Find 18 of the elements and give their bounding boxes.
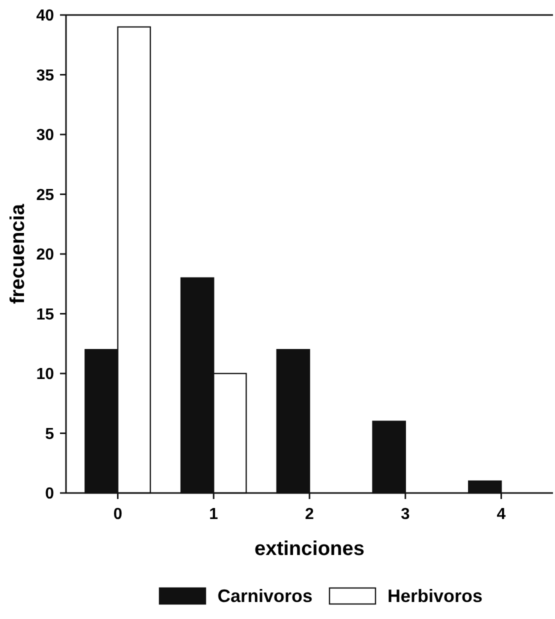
y-tick-label: 10	[36, 366, 54, 384]
y-tick-label: 25	[36, 186, 54, 204]
x-axis-title: extinciones	[254, 538, 365, 560]
x-tick-label: 2	[305, 506, 314, 523]
y-tick-label: 40	[36, 8, 54, 25]
legend-label: Carnivoros	[218, 586, 313, 606]
y-tick-label: 0	[45, 486, 54, 503]
y-axis-title: frecuencia	[7, 203, 29, 304]
y-tick-label: 15	[36, 306, 54, 324]
x-tick-label: 1	[209, 506, 218, 523]
y-tick-label: 5	[45, 426, 54, 443]
x-tick-label: 0	[113, 506, 122, 523]
y-tick-label: 35	[36, 67, 54, 84]
x-tick-label: 4	[496, 506, 506, 523]
y-tick-label: 30	[36, 127, 54, 144]
y-tick-label: 20	[36, 246, 54, 264]
legend-label: Herbivoros	[388, 586, 483, 606]
x-tick-label: 3	[400, 506, 410, 523]
